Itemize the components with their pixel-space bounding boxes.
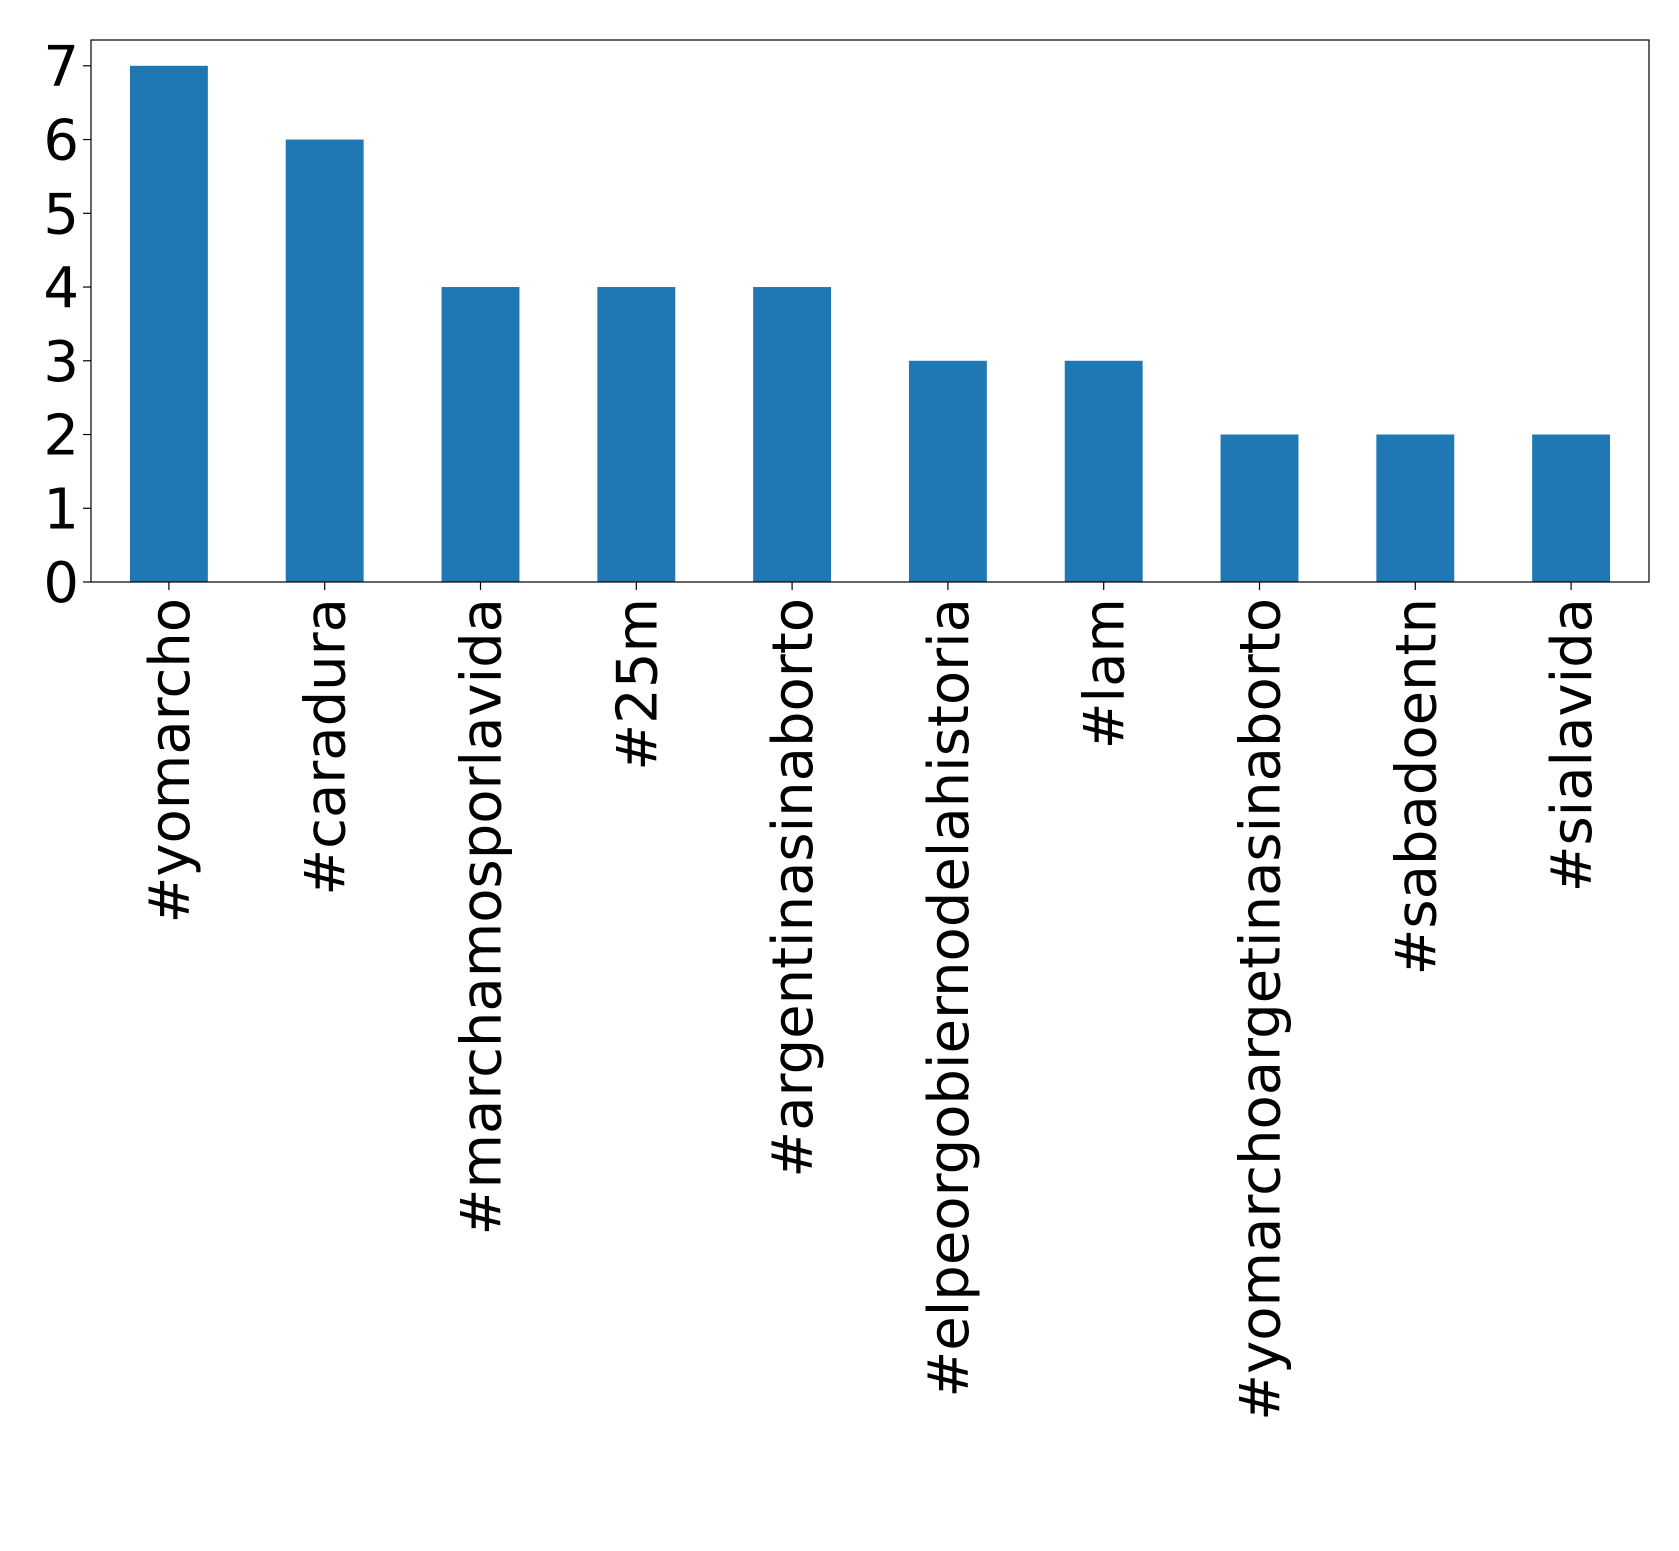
y-tick-label-1: 1: [43, 477, 79, 542]
x-tick-label-3: #25m: [605, 598, 670, 771]
x-tick-label-4: #argentinasinaborto: [761, 598, 826, 1178]
x-tick-label-9: #sialavida: [1540, 598, 1605, 892]
y-tick-label-0: 0: [43, 551, 79, 616]
bar-6: [1064, 360, 1143, 582]
x-tick-label-8: #sabadoentn: [1384, 598, 1449, 975]
x-tick-label-0: #yomarcho: [138, 598, 203, 924]
x-tick-label-2: #marchamosporlavida: [450, 598, 515, 1235]
y-tick-label-2: 2: [43, 404, 79, 469]
y-tick-label-4: 4: [43, 256, 79, 321]
y-axis: 0 1 2 3 4 5 6 7: [43, 35, 91, 616]
y-tick-label-7: 7: [43, 35, 79, 100]
y-tick-label-6: 6: [43, 109, 79, 174]
plot-frame: [90, 39, 1650, 583]
x-tick-label-5: #elpeorgobiernodelahistoria: [917, 598, 982, 1398]
bar-1: [285, 139, 364, 582]
bar-9: [1532, 434, 1611, 582]
x-tick-label-7: #yomarchoargetinasinaborto: [1229, 598, 1294, 1421]
bar-7: [1220, 434, 1299, 582]
y-tick-label-3: 3: [43, 330, 79, 395]
bar-0: [129, 65, 208, 583]
bar-5: [908, 360, 987, 582]
y-tick-label-5: 5: [43, 182, 79, 247]
bars-layer: [129, 65, 1611, 583]
bar-8: [1376, 434, 1455, 582]
bar-2: [441, 287, 520, 582]
x-tick-label-1: #caradura: [294, 598, 359, 896]
bar-3: [597, 287, 676, 582]
x-axis: #yomarcho #caradura #marchamosporlavida #25…: [138, 582, 1605, 1421]
x-tick-label-6: #lam: [1073, 598, 1138, 749]
bar-4: [753, 287, 832, 582]
